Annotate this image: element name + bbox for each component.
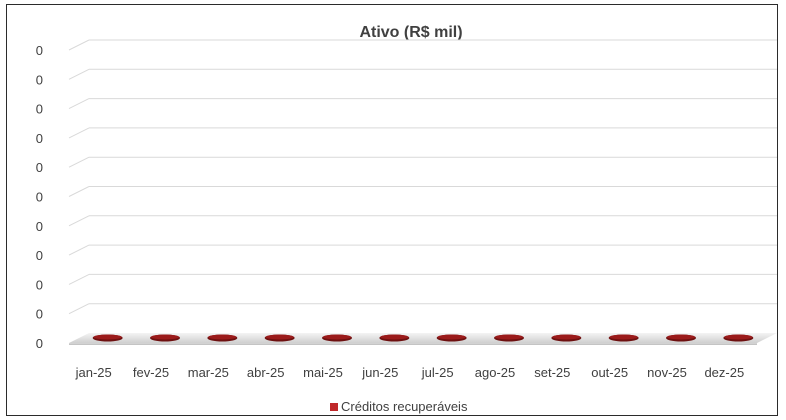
x-tick-label: ago-25: [475, 365, 515, 380]
chart-title: Ativo (R$ mil): [359, 24, 462, 41]
y-tick-label: 0: [36, 43, 43, 58]
bar-top: [552, 334, 581, 340]
x-tick-label: dez-25: [704, 365, 744, 380]
y-tick-label: 0: [36, 307, 43, 322]
bar-top: [495, 334, 523, 340]
x-tick-label: jan-25: [75, 365, 112, 380]
y-tick-label: 0: [36, 72, 43, 87]
x-tick-label: jun-25: [361, 365, 398, 380]
bar-top: [265, 334, 294, 340]
legend-swatch: [330, 403, 338, 411]
x-axis-ticks: jan-25 fev-25 mar-25 abr-25 mai-25 jun-25 jul-…: [75, 365, 745, 380]
y-tick-label: 0: [36, 160, 43, 175]
bar-top: [437, 334, 466, 340]
data-bars: [92, 334, 754, 342]
y-tick-label: 0: [36, 219, 43, 234]
bar-top: [609, 334, 638, 340]
y-tick-label: 0: [36, 336, 43, 351]
floor-front: [69, 343, 757, 345]
gridline-side: [68, 244, 90, 256]
legend-label: Créditos recuperáveis: [341, 399, 468, 414]
bar-top: [724, 334, 753, 340]
floor-top: [69, 333, 777, 343]
y-tick-label: 0: [36, 190, 43, 205]
chart-floor: [69, 333, 777, 345]
gridline-side: [68, 156, 90, 168]
y-tick-label: 0: [36, 102, 43, 117]
bar-top: [323, 334, 351, 340]
x-tick-label: mar-25: [188, 365, 229, 380]
gridline-side: [68, 215, 90, 227]
x-tick-label: nov-25: [647, 365, 687, 380]
bar-top: [667, 334, 695, 340]
chart-frame: Ativo (R$ mil) 0 0 0 0 0 0 0 0 0 0 0 jan-25 fev-25 m…: [6, 4, 778, 416]
gridlines: [68, 39, 777, 315]
y-tick-label: 0: [36, 248, 43, 263]
x-tick-label: out-25: [591, 365, 628, 380]
gridline-side: [68, 273, 90, 285]
y-axis-ticks: 0 0 0 0 0 0 0 0 0 0 0: [36, 43, 43, 351]
bar-top: [93, 334, 122, 340]
x-tick-label: jul-25: [421, 365, 454, 380]
x-tick-label: mai-25: [303, 365, 343, 380]
gridline-side: [68, 68, 90, 80]
bar-top: [380, 334, 409, 340]
gridline-side: [68, 303, 90, 315]
x-tick-label: abr-25: [247, 365, 285, 380]
legend: Créditos recuperáveis: [330, 399, 468, 414]
y-tick-label: 0: [36, 131, 43, 146]
y-tick-label: 0: [36, 277, 43, 292]
x-tick-label: fev-25: [133, 365, 169, 380]
gridline-side: [68, 127, 90, 139]
x-tick-label: set-25: [534, 365, 570, 380]
chart-svg: Ativo (R$ mil) 0 0 0 0 0 0 0 0 0 0 0 jan-25 fev-25 m…: [36, 24, 777, 414]
gridline-side: [68, 39, 90, 51]
gridline-side: [68, 98, 90, 110]
gridline-side: [68, 186, 90, 197]
bar-top: [208, 334, 237, 340]
bar-top: [151, 334, 179, 340]
